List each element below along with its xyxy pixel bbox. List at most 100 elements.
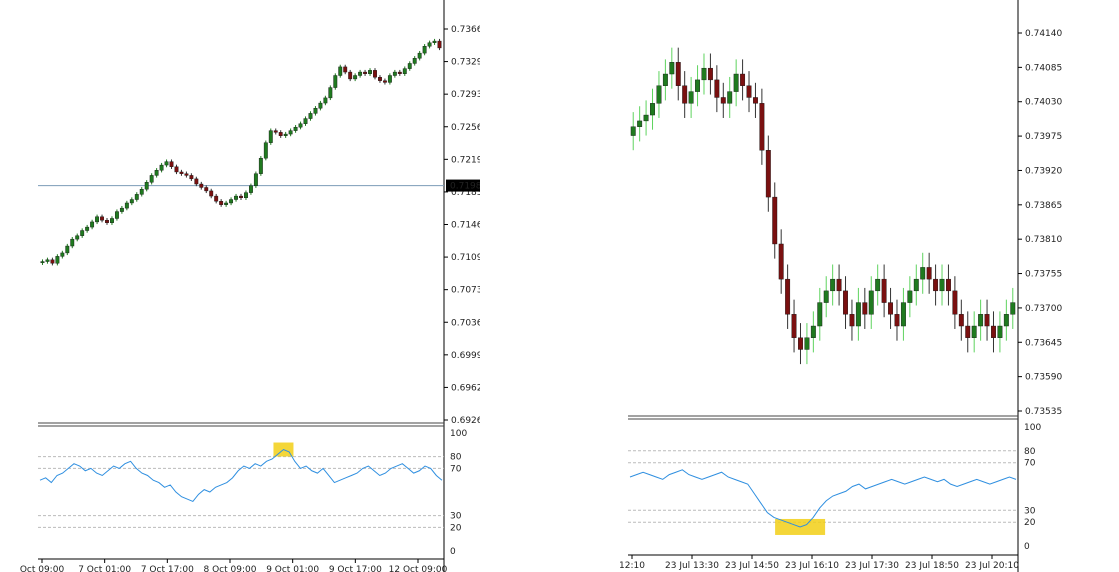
candle-body <box>695 79 701 92</box>
time-tick-label: 23 Jul 16:10 <box>785 561 839 571</box>
rsi-level-label: 70 <box>1024 459 1036 469</box>
time-tick-label: Oct 09:00 <box>20 565 65 572</box>
candle-body <box>244 192 248 199</box>
candle-body <box>164 161 169 166</box>
candle-body <box>40 261 45 264</box>
rsi-level-label: 70 <box>450 464 462 474</box>
candle-body <box>888 302 894 315</box>
price-tick-label: 0.74085 <box>1025 63 1062 73</box>
candle-body <box>875 278 881 292</box>
candle-body <box>855 302 861 327</box>
time-tick-label: 7 Oct 17:00 <box>141 565 194 572</box>
price-tick-label: 0.73920 <box>1025 166 1062 176</box>
candle-body <box>129 199 134 204</box>
candle-body <box>263 142 268 159</box>
candle-body <box>733 73 739 92</box>
price-tick-label: 0.74140 <box>1025 29 1062 39</box>
candle-body <box>382 80 387 83</box>
candle-body <box>239 195 243 199</box>
candle-body <box>392 71 397 76</box>
candle-body <box>209 190 214 197</box>
candle-body <box>952 290 958 315</box>
time-tick-label: 7 Oct 01:00 <box>78 565 131 572</box>
price-tick-label: 0.73700 <box>1025 304 1062 314</box>
candle-body <box>740 73 746 86</box>
candle-body <box>378 77 382 81</box>
candle-body <box>298 123 303 128</box>
candle-body <box>772 196 778 245</box>
candle-body <box>714 79 720 98</box>
candle-body <box>387 75 392 83</box>
candle-body <box>90 221 95 228</box>
rsi-level-label: 0 <box>450 547 456 557</box>
candle-body <box>219 201 224 205</box>
candle-body <box>110 218 114 223</box>
rsi-level-label: 20 <box>1024 518 1036 528</box>
candle-body <box>134 194 139 200</box>
price-tick-label: 0.69260 <box>451 416 480 426</box>
candle-body <box>313 108 318 114</box>
candle-body <box>248 185 253 193</box>
time-tick-label: 23 Jul 14:50 <box>725 561 779 571</box>
rsi-level-label: 20 <box>450 523 462 533</box>
candle-body <box>913 278 919 292</box>
candle-body <box>978 314 984 327</box>
candle-body <box>907 290 913 303</box>
candle-body <box>958 314 964 327</box>
candle-body <box>939 278 945 292</box>
candle-body <box>991 325 996 338</box>
candle-body <box>95 216 100 223</box>
candle-body <box>926 267 932 280</box>
rsi-level-label: 80 <box>1024 447 1036 457</box>
candle-body <box>894 314 900 327</box>
price-tick-label: 0.73535 <box>1025 407 1062 417</box>
candle-body <box>253 173 258 186</box>
candle-body <box>119 207 124 212</box>
candle-body <box>759 103 765 151</box>
right-chart-panel: 0.74140 0.74085 0.74030 0.73975 0.73920 0.738… <box>620 0 1119 572</box>
time-tick-label: 9 Oct 17:00 <box>329 565 382 572</box>
candle-body <box>688 91 694 104</box>
price-tick-label: 0.74030 <box>1025 98 1062 108</box>
candle-body <box>288 130 293 135</box>
candle-body <box>343 66 348 73</box>
candle-body <box>843 290 848 315</box>
candle-body <box>427 42 432 47</box>
candle-body <box>308 113 313 119</box>
candle-body <box>194 178 199 185</box>
price-tick-label: 0.73590 <box>1025 373 1062 383</box>
candle-body <box>85 226 90 231</box>
candle-body <box>682 85 688 104</box>
candle-body <box>338 66 343 76</box>
time-tick-label: 8 Oct 09:00 <box>204 565 257 572</box>
candle-body <box>1003 314 1009 327</box>
candle-body <box>945 278 951 292</box>
candle-body <box>881 278 887 303</box>
candle-body <box>412 58 417 64</box>
candle-body <box>363 71 368 74</box>
candle-body <box>727 91 733 104</box>
time-tick-label: 23 Jul 13:30 <box>665 561 719 571</box>
candle-body <box>75 235 80 240</box>
time-tick-label: 23 Jul 18:50 <box>905 561 959 571</box>
candle-body <box>630 126 636 136</box>
candle-body <box>229 199 234 204</box>
time-tick-label: 12 Oct 09:00 <box>389 565 448 572</box>
time-tick-label: 23 Jul 20:10 <box>965 561 1019 571</box>
candle-body <box>650 103 655 116</box>
candle-body <box>124 202 129 209</box>
time-tick-label: 12:10 <box>620 561 645 571</box>
candle-body <box>933 278 939 292</box>
candle-body <box>791 314 797 338</box>
candle-body <box>900 302 906 327</box>
candle-body <box>707 67 713 81</box>
candle-body <box>199 183 204 188</box>
price-tick-label: 0.73810 <box>1025 235 1062 245</box>
candle-body <box>971 325 977 338</box>
